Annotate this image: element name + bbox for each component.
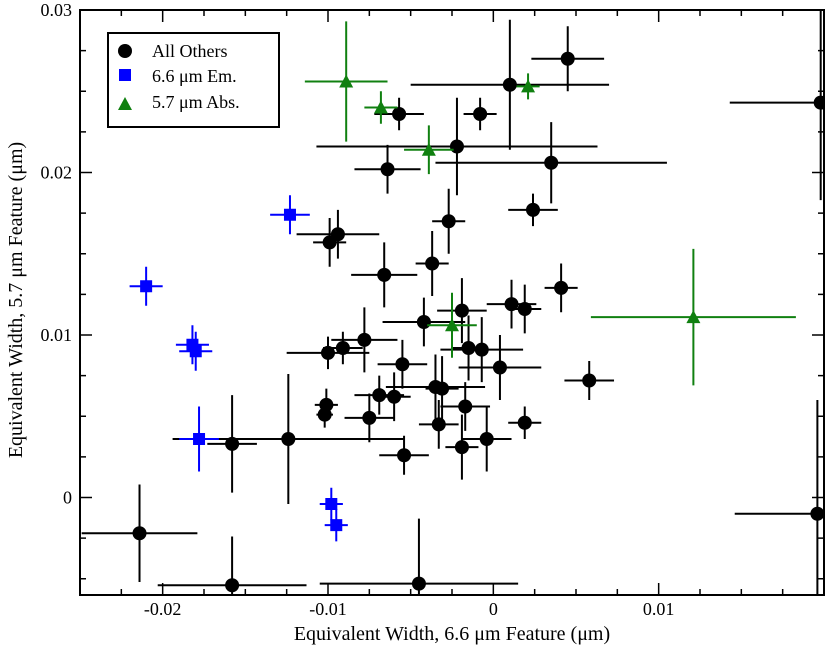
series-circle [81, 10, 824, 595]
data-point-circle [411, 576, 426, 591]
data-point-circle [132, 526, 147, 541]
x-axis-label: Equivalent Width, 6.6 μm Feature (μm) [294, 623, 610, 645]
y-tick-label: 0 [63, 488, 72, 508]
legend: All Others 6.6 μm Em. 5.7 μm Abs. [107, 32, 280, 128]
data-point-circle [554, 280, 569, 295]
data-point-circle [281, 432, 296, 446]
data-point-circle [397, 448, 412, 463]
data-point-circle [473, 107, 488, 121]
data-point-square [283, 208, 296, 221]
data-point-circle [810, 506, 824, 521]
data-point-circle [504, 297, 519, 312]
legend-label-all-others: All Others [152, 41, 228, 61]
data-point-circle [317, 407, 332, 422]
y-axis-label: Equivalent Width, 5.7 μm Feature (μm) [5, 142, 27, 458]
y-tick-label: 0.01 [41, 325, 73, 345]
data-layer [81, 10, 824, 595]
data-point-circle [416, 315, 431, 329]
legend-marker-abs [118, 97, 132, 110]
data-point-circle [425, 256, 440, 271]
data-point-circle [502, 77, 517, 92]
data-point-triangle [339, 74, 354, 88]
data-point-triangle [521, 79, 536, 93]
legend-box [107, 32, 280, 128]
x-tick-label: -0.02 [144, 599, 182, 619]
data-point-square [140, 280, 153, 293]
x-tick-label: 0 [489, 599, 498, 619]
legend-label-abs: 5.7 μm Abs. [152, 92, 240, 112]
data-point-circle [225, 578, 240, 593]
data-point-square [193, 433, 206, 445]
legend-marker-em [119, 69, 131, 81]
legend-marker-all-others [118, 44, 132, 58]
data-point-circle [387, 389, 402, 404]
data-point-circle [461, 341, 476, 355]
data-point-circle [441, 214, 456, 229]
data-point-circle [225, 436, 240, 451]
data-point-triangle [373, 100, 388, 114]
data-point-circle [479, 432, 494, 446]
data-point-circle [322, 235, 337, 250]
data-point-square [325, 498, 338, 510]
data-point-circle [454, 440, 469, 455]
data-point-circle [458, 399, 473, 414]
series-triangle [304, 21, 796, 386]
y-tick-label: 0.03 [41, 0, 73, 20]
data-point-circle [380, 162, 395, 177]
legend-label-em: 6.6 μm Em. [152, 66, 237, 86]
data-point-circle [449, 139, 464, 154]
data-point-circle [560, 51, 575, 66]
data-point-circle [335, 341, 350, 355]
data-point-circle [392, 107, 407, 121]
data-point-circle [377, 267, 392, 282]
y-tick-label: 0.02 [41, 163, 73, 183]
data-point-circle [492, 360, 507, 375]
data-point-triangle [421, 142, 436, 156]
data-point-circle [357, 332, 372, 347]
data-point-square [330, 519, 343, 532]
data-point-circle [517, 302, 532, 316]
data-point-circle [431, 417, 446, 432]
data-point-triangle [445, 318, 459, 332]
data-point-circle [435, 381, 450, 396]
data-point-triangle [686, 310, 701, 324]
data-point-circle [526, 202, 541, 217]
data-point-circle [321, 345, 335, 360]
ticks-layer: -0.02 -0.01 0 0.01 0 0.01 0.02 0.03 [41, 0, 825, 619]
data-point-circle [813, 95, 824, 110]
data-point-circle [474, 342, 489, 357]
data-point-circle [544, 155, 559, 170]
data-point-circle [517, 415, 532, 430]
data-point-circle [454, 303, 469, 318]
data-point-circle [372, 388, 387, 403]
data-point-circle [582, 373, 597, 388]
x-tick-label: 0.01 [643, 599, 675, 619]
x-tick-label: -0.01 [309, 599, 347, 619]
data-point-circle [395, 357, 410, 372]
data-point-square [189, 345, 202, 358]
data-point-circle [362, 410, 377, 425]
series-square [129, 195, 348, 542]
